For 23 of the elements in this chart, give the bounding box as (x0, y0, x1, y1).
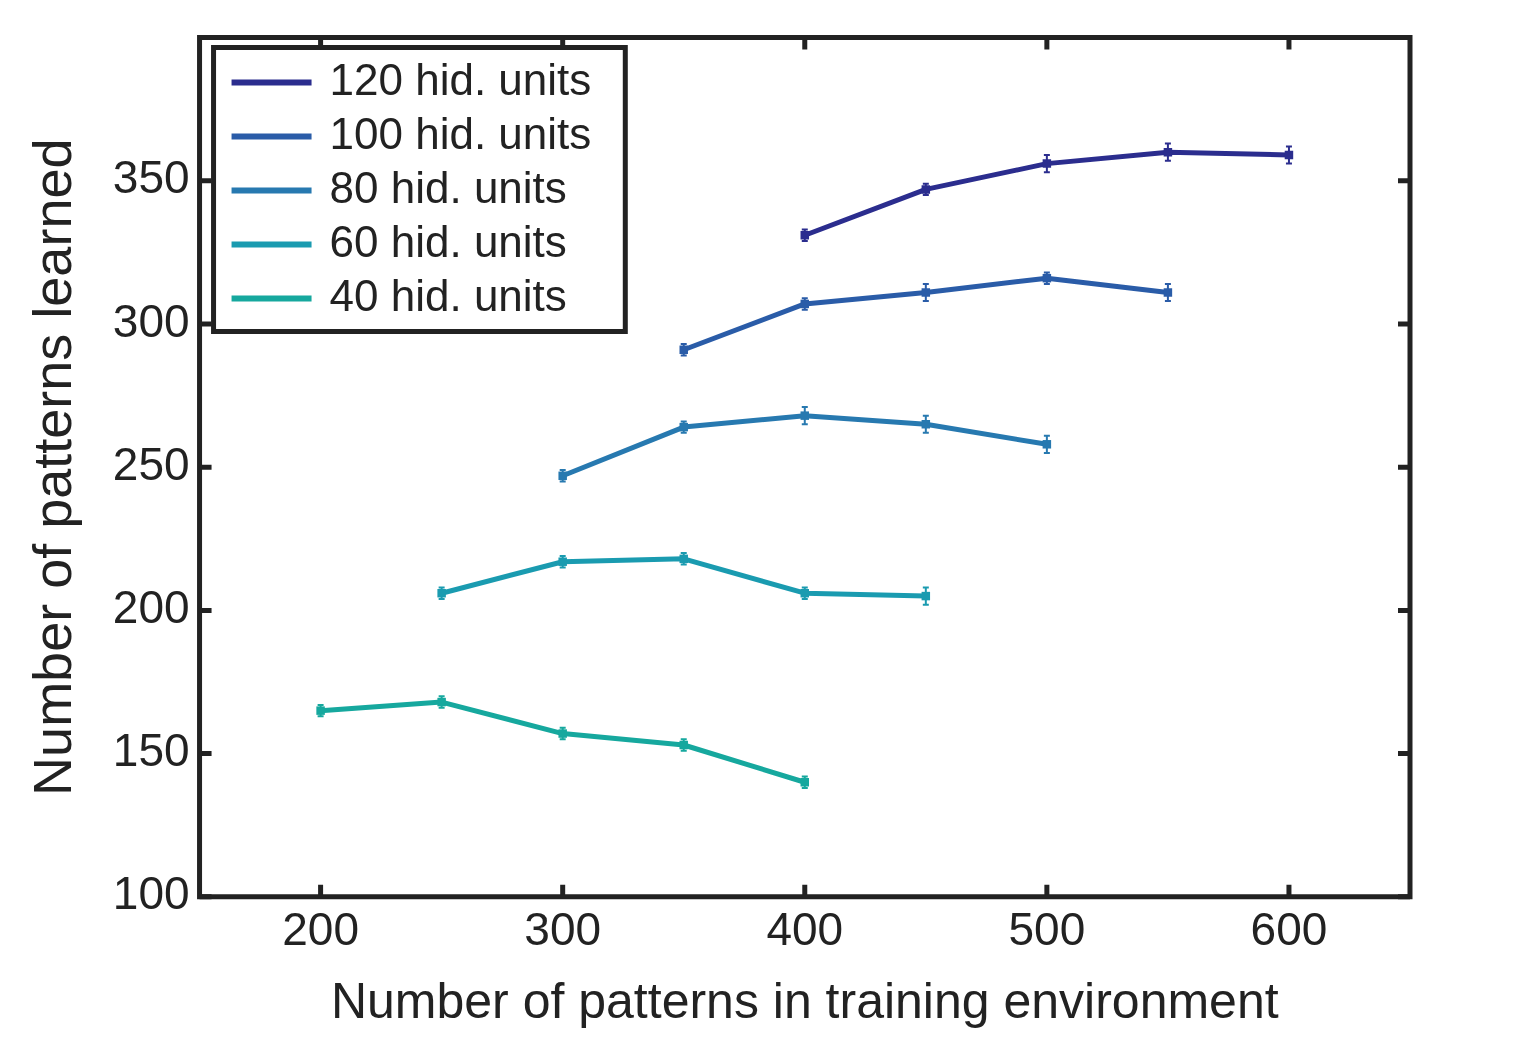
legend-label: 120 hid. units (329, 54, 592, 104)
x-axis-title: Number of patterns in training environment (330, 972, 1279, 1029)
point (1042, 159, 1052, 168)
legend-label: 60 hid. units (329, 216, 567, 266)
x-tick-label: 400 (766, 903, 844, 956)
y-tick-label: 350 (112, 151, 190, 204)
y-axis-title: Number of patterns learned (22, 138, 83, 796)
y-tick-label: 200 (112, 581, 190, 634)
y-tick-label: 150 (112, 724, 190, 777)
y-tick-label: 100 (112, 867, 190, 920)
legend-label: 40 hid. units (329, 270, 567, 320)
point (800, 411, 810, 420)
x-tick-label: 200 (282, 903, 359, 956)
legend-label: 100 hid. units (329, 108, 592, 158)
point (1042, 440, 1052, 449)
legend-label: 80 hid. units (329, 162, 567, 212)
point (1163, 288, 1173, 297)
y-tick-label: 300 (112, 294, 190, 347)
x-tick-label: 500 (1008, 903, 1086, 956)
x-tick-label: 300 (524, 903, 602, 956)
x-tick-label: 600 (1250, 903, 1328, 956)
y-tick-label: 250 (112, 437, 190, 490)
point (921, 288, 931, 297)
